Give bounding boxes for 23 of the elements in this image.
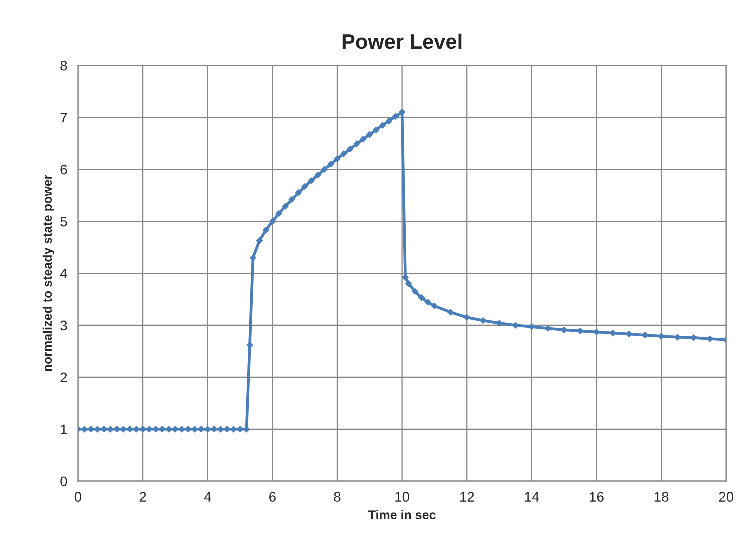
y-tick-label: 1: [61, 424, 68, 434]
x-tick-label: 20: [719, 492, 734, 502]
x-tick-label: 8: [334, 492, 341, 502]
x-tick-label: 0: [74, 492, 82, 502]
y-tick-label: 6: [60, 164, 68, 175]
y-tick-label: 4: [60, 268, 68, 279]
x-tick-label: 12: [460, 492, 474, 502]
y-tick-label: 3: [60, 320, 68, 331]
y-tick-label: 5: [60, 217, 68, 227]
x-tick-label: 18: [654, 492, 669, 502]
x-tick-label: 2: [140, 492, 146, 502]
x-axis-title: Time in sec: [368, 510, 436, 520]
x-tick-label: 4: [204, 492, 212, 502]
y-tick-label: 8: [60, 60, 68, 71]
x-tick-label: 16: [590, 492, 604, 502]
y-tick-label: 7: [60, 113, 68, 123]
x-tick-label: 6: [270, 492, 276, 502]
y-axis-title: normalized to steady state power: [42, 175, 55, 372]
x-tick-label: 14: [525, 492, 540, 502]
x-tick-label: 10: [396, 492, 410, 502]
chart-title: Power Level: [342, 34, 462, 50]
y-tick-label: 0: [60, 476, 68, 487]
y-tick-label: 2: [60, 372, 68, 382]
